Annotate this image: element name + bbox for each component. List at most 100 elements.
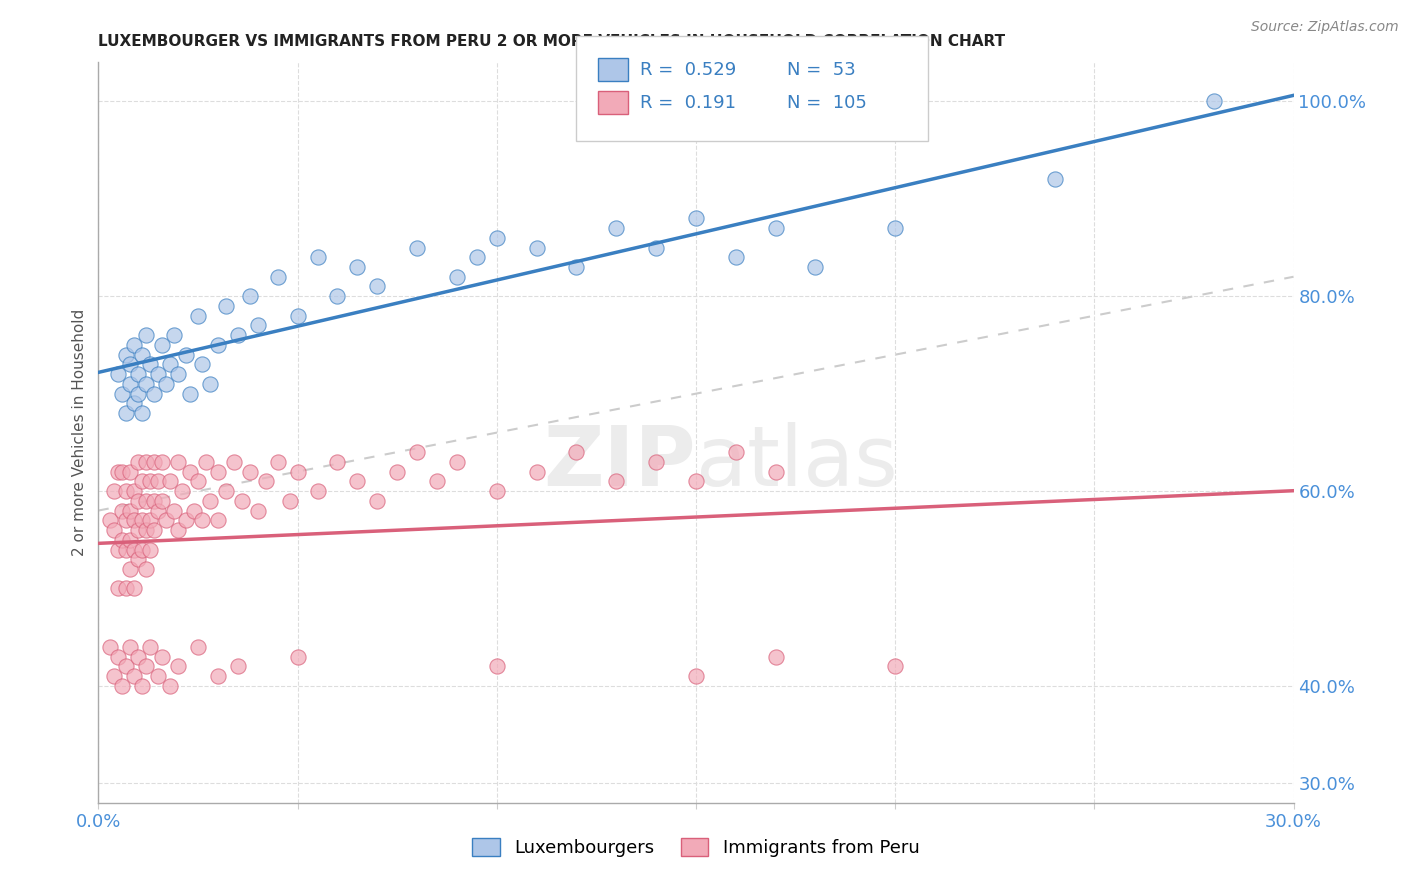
Point <box>163 503 186 517</box>
Point <box>143 523 166 537</box>
Text: N =  53: N = 53 <box>787 61 856 78</box>
Point <box>124 513 146 527</box>
Point <box>174 348 197 362</box>
Point <box>246 318 269 333</box>
Point <box>120 503 142 517</box>
Point <box>127 455 149 469</box>
Point <box>239 465 262 479</box>
Point <box>131 679 153 693</box>
Point <box>115 513 138 527</box>
Point <box>187 475 209 489</box>
Point <box>446 269 468 284</box>
Point <box>124 396 146 410</box>
Point <box>267 455 290 469</box>
Point <box>267 269 290 284</box>
Point <box>167 367 190 381</box>
Point <box>107 649 129 664</box>
Point <box>645 455 668 469</box>
Point <box>143 386 166 401</box>
Point <box>485 659 508 673</box>
Point <box>150 493 173 508</box>
Point <box>1043 172 1066 186</box>
Point <box>124 484 146 499</box>
Point <box>198 493 221 508</box>
Point <box>103 669 125 683</box>
Point <box>231 493 253 508</box>
Point <box>326 455 349 469</box>
Point <box>346 260 368 274</box>
Point <box>135 328 157 343</box>
Point <box>150 338 173 352</box>
Point <box>98 513 122 527</box>
Point <box>98 640 122 654</box>
Point <box>406 445 429 459</box>
Point <box>187 309 209 323</box>
Point <box>150 455 173 469</box>
Point <box>107 465 129 479</box>
Point <box>115 406 138 420</box>
Point <box>191 513 214 527</box>
Y-axis label: 2 or more Vehicles in Household: 2 or more Vehicles in Household <box>72 309 87 557</box>
Point <box>565 260 588 274</box>
Point <box>187 640 209 654</box>
Text: R =  0.191: R = 0.191 <box>640 94 735 112</box>
Point <box>139 542 162 557</box>
Point <box>198 376 221 391</box>
Point <box>685 211 707 226</box>
Point <box>127 386 149 401</box>
Point <box>111 503 134 517</box>
Point <box>143 493 166 508</box>
Point <box>107 367 129 381</box>
Point <box>685 669 707 683</box>
Point <box>804 260 827 274</box>
Point <box>131 513 153 527</box>
Point <box>111 679 134 693</box>
Point <box>131 542 153 557</box>
Point <box>167 659 190 673</box>
Point <box>120 358 142 372</box>
Point <box>103 523 125 537</box>
Point <box>226 328 249 343</box>
Point <box>724 250 747 264</box>
Point <box>148 503 170 517</box>
Point <box>605 221 627 235</box>
Point <box>135 523 157 537</box>
Point <box>131 406 153 420</box>
Point <box>183 503 205 517</box>
Point <box>215 484 238 499</box>
Point <box>163 328 186 343</box>
Point <box>565 445 588 459</box>
Point <box>111 386 134 401</box>
Point <box>115 582 138 596</box>
Point <box>115 542 138 557</box>
Point <box>120 533 142 547</box>
Point <box>465 250 488 264</box>
Point <box>287 309 309 323</box>
Point <box>148 669 170 683</box>
Point <box>139 513 162 527</box>
Point <box>485 231 508 245</box>
Point <box>207 465 229 479</box>
Point <box>135 562 157 576</box>
Point <box>150 649 173 664</box>
Point <box>127 552 149 566</box>
Point <box>526 465 548 479</box>
Point <box>135 493 157 508</box>
Point <box>385 465 409 479</box>
Point <box>124 669 146 683</box>
Point <box>179 386 201 401</box>
Point <box>148 367 170 381</box>
Point <box>765 465 787 479</box>
Point <box>287 649 309 664</box>
Point <box>107 542 129 557</box>
Legend: Luxembourgers, Immigrants from Peru: Luxembourgers, Immigrants from Peru <box>465 830 927 864</box>
Point <box>172 484 194 499</box>
Point <box>724 445 747 459</box>
Point <box>120 465 142 479</box>
Point <box>307 484 329 499</box>
Point <box>131 348 153 362</box>
Point <box>195 455 218 469</box>
Point <box>254 475 277 489</box>
Point <box>207 338 229 352</box>
Point <box>135 455 157 469</box>
